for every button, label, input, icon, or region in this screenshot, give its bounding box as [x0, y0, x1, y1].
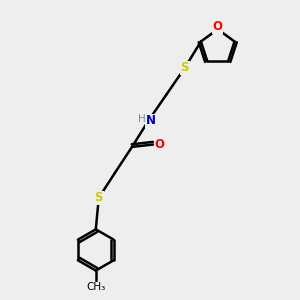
- Text: O: O: [213, 20, 223, 33]
- Text: S: S: [94, 191, 103, 204]
- Text: N: N: [146, 115, 156, 128]
- Text: O: O: [155, 138, 165, 151]
- Text: CH₃: CH₃: [86, 282, 105, 292]
- Text: S: S: [181, 61, 189, 74]
- Text: H: H: [139, 114, 146, 124]
